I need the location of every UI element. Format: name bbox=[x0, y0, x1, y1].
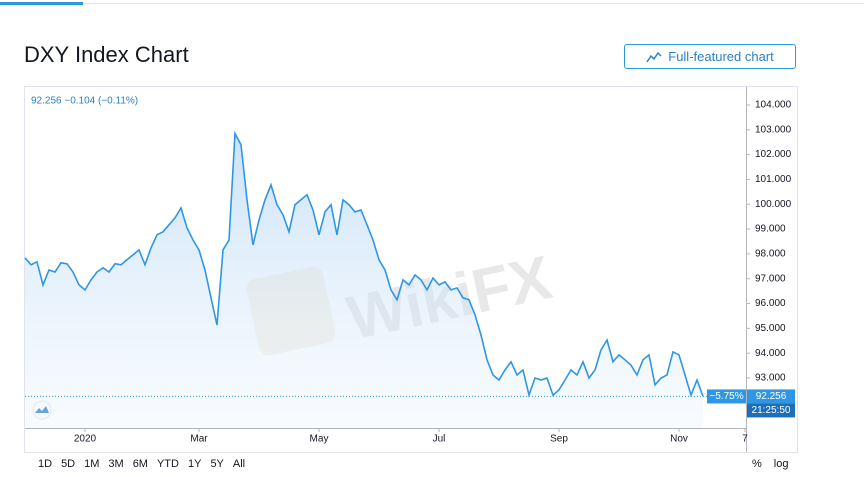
range-button[interactable]: All bbox=[232, 458, 246, 470]
x-tick-label: May bbox=[310, 434, 329, 445]
percent-toggle[interactable]: % bbox=[752, 458, 762, 470]
y-tick-label: 104.000 bbox=[755, 100, 792, 111]
x-tick-label: Sep bbox=[550, 434, 568, 445]
x-tick-label: Nov bbox=[670, 434, 688, 445]
page-title: DXY Index Chart bbox=[24, 42, 189, 67]
time-tag-label: 21:25:50 bbox=[752, 405, 791, 416]
range-button[interactable]: YTD bbox=[156, 458, 179, 470]
range-bar: 1D 5D 1M 3M 6M YTD 1Y 5Y All bbox=[38, 458, 245, 470]
log-toggle[interactable]: log bbox=[773, 458, 789, 470]
y-tick-label: 98.000 bbox=[755, 249, 786, 260]
full-chart-button[interactable]: Full-featured chart bbox=[624, 44, 796, 69]
y-tick-label: 96.000 bbox=[755, 298, 786, 309]
y-tick-label: 97.000 bbox=[755, 273, 786, 284]
top-accent bbox=[0, 2, 83, 5]
top-divider bbox=[0, 3, 864, 4]
price-tag bbox=[747, 389, 795, 404]
quote-legend: 92.256 −0.104 (−0.11%) bbox=[31, 96, 138, 107]
y-tick-label: 101.000 bbox=[755, 174, 792, 185]
line bbox=[24, 130, 704, 398]
y-tick-label: 102.000 bbox=[755, 149, 792, 160]
button-label: Full-featured chart bbox=[668, 49, 774, 64]
price-tag-label: 92.256 bbox=[756, 391, 787, 402]
y-tick-label: 99.000 bbox=[755, 224, 786, 235]
x-tick-label: 7 bbox=[742, 434, 748, 445]
x-tick-label: 2020 bbox=[74, 434, 97, 445]
x-tick-label: Mar bbox=[190, 434, 208, 445]
time-tag bbox=[747, 403, 795, 418]
range-button[interactable]: 1M bbox=[84, 458, 100, 470]
y-tick-label: 103.000 bbox=[755, 124, 792, 135]
chart-icon bbox=[646, 51, 662, 62]
range-button[interactable]: 6M bbox=[132, 458, 148, 470]
change-tag bbox=[707, 389, 746, 404]
range-button[interactable]: 5D bbox=[61, 458, 76, 470]
y-tick-label: 100.000 bbox=[755, 199, 792, 210]
range-button[interactable]: 3M bbox=[108, 458, 124, 470]
range-button[interactable]: 5Y bbox=[210, 458, 224, 470]
chart-frame bbox=[24, 86, 798, 453]
range-button[interactable]: 1Y bbox=[187, 458, 202, 470]
change-label: −5.75% bbox=[709, 391, 743, 402]
x-tick-label: Jul bbox=[433, 434, 446, 445]
y-tick-label: 93.000 bbox=[755, 373, 786, 384]
range-button[interactable]: 1D bbox=[38, 458, 53, 470]
scale-options: % log bbox=[752, 458, 788, 470]
area bbox=[25, 133, 703, 428]
y-tick-label: 94.000 bbox=[755, 348, 786, 359]
y-tick-label: 95.000 bbox=[755, 323, 786, 334]
